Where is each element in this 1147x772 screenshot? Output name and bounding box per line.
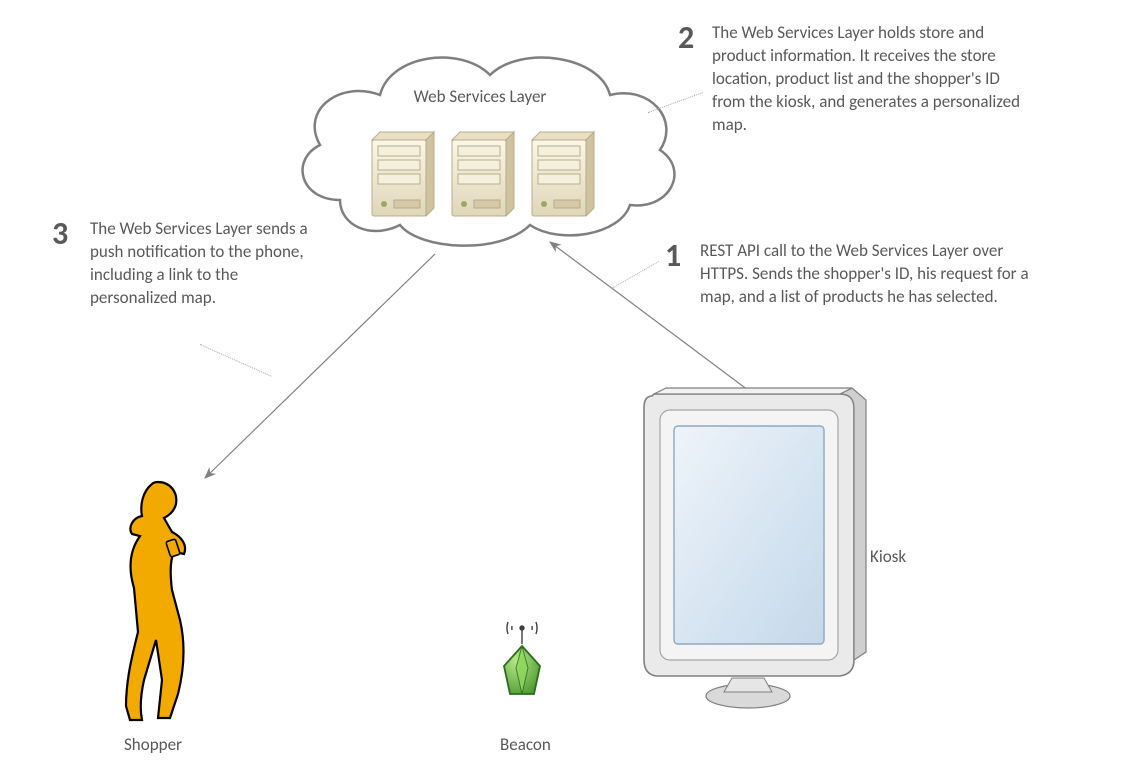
- cloud-label: Web Services Layer: [380, 86, 580, 107]
- leader-step3: [200, 344, 272, 377]
- shopper-label: Shopper: [124, 734, 182, 755]
- step-2-text: The Web Services Layer holds store and p…: [712, 22, 1032, 137]
- beacon-label: Beacon: [500, 734, 551, 755]
- shopper-icon: [126, 482, 185, 720]
- step-3-number: 3: [52, 214, 68, 253]
- kiosk-label: Kiosk: [870, 546, 906, 567]
- step-3-text: The Web Services Layer sends a push noti…: [90, 218, 320, 310]
- step-2-number: 2: [678, 18, 694, 57]
- leader-step1: [612, 261, 659, 289]
- beacon-icon: [504, 622, 540, 694]
- step-1-number: 1: [665, 236, 681, 275]
- kiosk-icon: [644, 388, 866, 708]
- step-1-text: REST API call to the Web Services Layer …: [700, 240, 1040, 309]
- server-group: [372, 132, 594, 216]
- leader-step2: [648, 92, 703, 113]
